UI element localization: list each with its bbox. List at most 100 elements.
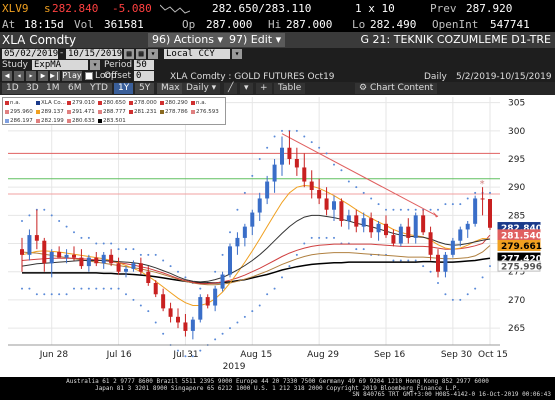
bollinger-dot — [392, 208, 395, 211]
y-tick-label: 295 — [508, 155, 525, 165]
actions-button[interactable]: 96) Actions ▾ — [148, 33, 228, 47]
price-change: -5.080 — [112, 2, 152, 15]
bollinger-dot — [466, 197, 469, 200]
high-value: 287.000 — [286, 18, 333, 31]
y-tick-label: 285 — [508, 211, 525, 221]
play-button[interactable]: Play — [62, 71, 82, 81]
range-button-1m[interactable]: 1M — [42, 83, 64, 94]
candle-body — [242, 226, 247, 238]
legend-swatch — [36, 100, 40, 105]
bollinger-dot — [102, 287, 105, 290]
chart-content-button[interactable]: ⚙ Chart Content — [355, 83, 438, 94]
currency-select[interactable]: Local CCY — [164, 49, 230, 59]
bollinger-dot — [184, 276, 187, 279]
candle-body — [213, 288, 218, 306]
candle-body — [250, 212, 255, 227]
chart-legend[interactable]: n.a. XLA Co... 279.010 280.650 278.000 280.29… — [2, 97, 226, 125]
crosshair-icon[interactable]: + — [256, 83, 272, 94]
range-button-ytd[interactable]: YTD — [86, 83, 112, 94]
offset-input[interactable]: 0 — [134, 71, 154, 81]
chevron-down-icon[interactable]: ▾ — [90, 60, 100, 70]
bollinger-dot — [444, 203, 447, 206]
calendar-next-icon[interactable]: ▦ — [136, 49, 146, 59]
bollinger-dot — [429, 270, 432, 273]
last-price: 282.840 — [52, 2, 99, 15]
bollinger-dot — [288, 265, 291, 268]
security-name[interactable]: XLA Comdty — [2, 33, 77, 47]
edit-button[interactable]: 97) Edit ▾ — [225, 33, 286, 47]
bollinger-dot — [310, 236, 313, 239]
bollinger-dot — [147, 310, 150, 313]
start-date-input[interactable]: 05/02/2019 — [2, 49, 59, 59]
bollinger-dot — [73, 287, 75, 290]
end-date-input[interactable]: 10/15/2019 — [66, 49, 123, 59]
line-chart-icon[interactable]: ╱ — [224, 83, 238, 94]
legend-swatch — [67, 118, 71, 123]
study-label: Study — [2, 60, 28, 70]
ticker-symbol[interactable]: XLV9 — [2, 2, 29, 15]
bollinger-dot — [80, 236, 83, 239]
sma-tan-line — [21, 245, 491, 286]
period-input[interactable]: 50 — [134, 60, 154, 70]
candle-body — [332, 201, 336, 210]
bollinger-dot — [214, 270, 217, 273]
bollinger-dot — [474, 287, 477, 290]
bollinger-dot — [451, 203, 454, 206]
table-button[interactable]: Table — [274, 83, 306, 94]
candle-body — [183, 322, 188, 331]
legend-entry: 278.786 — [160, 109, 188, 115]
candle-body — [480, 198, 485, 200]
price-chart[interactable]: *265270275280285290295300305282.840281.5… — [0, 95, 555, 377]
legend-swatch — [5, 118, 9, 123]
range-button-5y[interactable]: 5Y — [135, 83, 155, 94]
candle-body — [317, 190, 322, 199]
title-bar: XLA Comdty 96) Actions ▾ 97) Edit ▾ G 21… — [0, 32, 555, 48]
end-icon[interactable]: ▶| — [50, 71, 60, 81]
openint-value: 547741 — [490, 18, 530, 31]
study-select[interactable]: ExpMA — [32, 60, 88, 70]
sparkline-icon — [159, 1, 191, 18]
low-value: 282.490 — [370, 18, 417, 31]
bollinger-dot — [73, 231, 75, 234]
bollinger-dot — [340, 169, 343, 172]
high-label: Hi — [268, 18, 282, 31]
range-button-max[interactable]: Max — [157, 83, 184, 94]
bollinger-dot — [273, 287, 276, 290]
candle-body — [153, 283, 158, 295]
candle-body — [20, 249, 24, 255]
y-tick-label: 300 — [508, 127, 525, 137]
range-button-1d[interactable]: 1D — [2, 83, 23, 94]
bollinger-dot — [318, 236, 321, 239]
step-back-icon[interactable]: ◂ — [14, 71, 24, 81]
fast-forward-icon[interactable]: ▶ — [38, 71, 48, 81]
bollinger-dot — [229, 231, 231, 234]
period-select[interactable]: Daily ▾ — [182, 83, 221, 94]
bollinger-dot — [58, 220, 61, 222]
range-button-6m[interactable]: 6M — [64, 83, 86, 94]
candle-body — [176, 316, 180, 323]
rewind-icon[interactable]: ◀ — [2, 71, 12, 81]
loop-checkbox[interactable] — [85, 72, 93, 80]
step-forward-icon[interactable]: ▸ — [26, 71, 36, 81]
candle-body — [391, 235, 396, 244]
chevron-down-icon[interactable]: ▾ — [232, 49, 242, 59]
calendar-icon[interactable]: ▦ — [124, 49, 134, 59]
x-tick-label: Jul 31 — [172, 350, 198, 360]
bollinger-dot — [236, 321, 239, 324]
legend-text: 282.199 — [41, 118, 64, 124]
bollinger-dot — [221, 253, 224, 256]
ticker-row-2: At 18:15d Vol 361581 Op 287.000 Hi 287.0… — [0, 18, 555, 32]
legend-text: 291.471 — [72, 109, 95, 115]
candle-body — [146, 271, 151, 283]
legend-entry: n.a. — [191, 100, 206, 106]
legend-text: 281.231 — [134, 109, 157, 115]
range-button-1y[interactable]: 1Y — [114, 83, 134, 94]
legend-text: 276.593 — [196, 109, 219, 115]
legend-swatch — [36, 109, 40, 114]
prev-label: Prev — [430, 2, 457, 15]
range-button-3d[interactable]: 3D — [22, 83, 43, 94]
chevron-down-icon[interactable]: ▾ — [148, 49, 158, 59]
chevron-down-icon[interactable]: ▾ — [240, 83, 253, 94]
screen-title: G 21: TEKNIK COZUMLEME D1-TRE — [360, 33, 551, 46]
bollinger-dot — [437, 282, 439, 284]
